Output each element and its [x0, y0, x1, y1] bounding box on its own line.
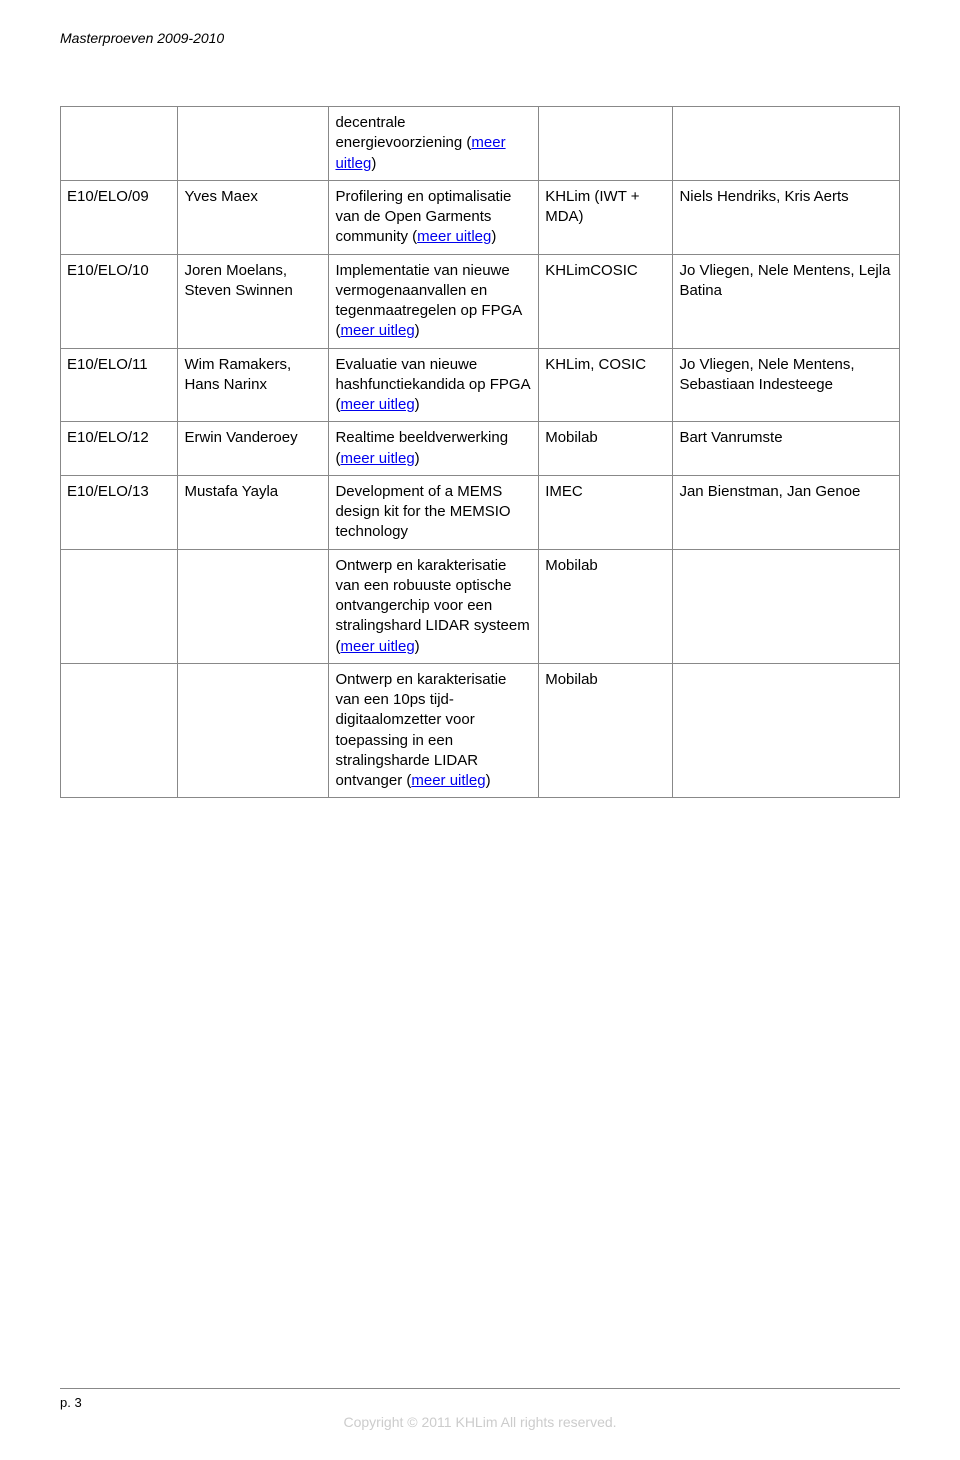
footer-divider [60, 1388, 900, 1389]
copyright-text: Copyright © 2011 KHLim All rights reserv… [60, 1414, 900, 1430]
cell-promoter [673, 107, 900, 181]
cell-code: E10/ELO/12 [61, 422, 178, 476]
page-number: p. 3 [60, 1395, 900, 1410]
cell-description: Profilering en optimalisatie van de Open… [329, 180, 539, 254]
cell-promoter [673, 663, 900, 798]
description-text: decentrale energievoorziening ( [335, 114, 471, 151]
cell-code [61, 663, 178, 798]
table-row: Ontwerp en karakterisatie van een 10ps t… [61, 663, 900, 798]
cell-partner: Mobilab [539, 422, 673, 476]
cell-student [178, 107, 329, 181]
table-row: E10/ELO/12Erwin VanderoeyRealtime beeldv… [61, 422, 900, 476]
page-footer: p. 3 Copyright © 2011 KHLim All rights r… [60, 1388, 900, 1430]
table-row: E10/ELO/13Mustafa YaylaDevelopment of a … [61, 475, 900, 549]
cell-student: Mustafa Yayla [178, 475, 329, 549]
cell-code: E10/ELO/10 [61, 254, 178, 348]
cell-description: Development of a MEMS design kit for the… [329, 475, 539, 549]
cell-description: Ontwerp en karakterisatie van een robuus… [329, 549, 539, 663]
description-text-post: ) [486, 772, 491, 789]
description-text-post: ) [415, 450, 420, 467]
cell-promoter: Jan Bienstman, Jan Genoe [673, 475, 900, 549]
description-text-post: ) [491, 228, 496, 245]
cell-partner: IMEC [539, 475, 673, 549]
cell-description: Realtime beeldverwerking (meer uitleg) [329, 422, 539, 476]
cell-partner: Mobilab [539, 663, 673, 798]
description-text-post: ) [415, 638, 420, 655]
cell-code: E10/ELO/11 [61, 348, 178, 422]
description-text-post: ) [415, 396, 420, 413]
description-text: Development of a MEMS design kit for the… [335, 483, 510, 541]
cell-partner: KHLim (IWT + MDA) [539, 180, 673, 254]
cell-partner [539, 107, 673, 181]
table-row: Ontwerp en karakterisatie van een robuus… [61, 549, 900, 663]
cell-student: Joren Moelans, Steven Swinnen [178, 254, 329, 348]
table-row: decentrale energievoorziening (meer uitl… [61, 107, 900, 181]
table-row: E10/ELO/11Wim Ramakers, Hans NarinxEvalu… [61, 348, 900, 422]
cell-student [178, 663, 329, 798]
header-title: Masterproeven 2009-2010 [60, 30, 224, 46]
meer-uitleg-link[interactable]: meer uitleg [411, 772, 485, 789]
cell-student [178, 549, 329, 663]
meer-uitleg-link[interactable]: meer uitleg [340, 396, 414, 413]
masterproeven-table: decentrale energievoorziening ( meer uitl… [60, 106, 900, 798]
meer-uitleg-link[interactable]: meer uitleg [340, 638, 414, 655]
cell-promoter: Bart Vanrumste [673, 422, 900, 476]
table-row: E10/ELO/10Joren Moelans, Steven SwinnenI… [61, 254, 900, 348]
table-row: E10/ELO/09Yves MaexProfilering en optima… [61, 180, 900, 254]
cell-description: Evaluatie van nieuwe hashfunctiekandida … [329, 348, 539, 422]
cell-code: E10/ELO/13 [61, 475, 178, 549]
cell-promoter: Jo Vliegen, Nele Mentens, Sebastiaan Ind… [673, 348, 900, 422]
cell-partner: KHLimCOSIC [539, 254, 673, 348]
cell-partner: KHLim, COSIC [539, 348, 673, 422]
cell-description: decentrale energievoorziening (meer uitl… [329, 107, 539, 181]
page-header: Masterproeven 2009-2010 [60, 30, 900, 46]
cell-code [61, 549, 178, 663]
description-text-post: ) [415, 322, 420, 339]
cell-description: Ontwerp en karakterisatie van een 10ps t… [329, 663, 539, 798]
cell-code [61, 107, 178, 181]
cell-promoter: Niels Hendriks, Kris Aerts [673, 180, 900, 254]
cell-description: Implementatie van nieuwe vermogenaanvall… [329, 254, 539, 348]
cell-student: Yves Maex [178, 180, 329, 254]
meer-uitleg-link[interactable]: meer uitleg [340, 450, 414, 467]
cell-code: E10/ELO/09 [61, 180, 178, 254]
cell-promoter [673, 549, 900, 663]
cell-partner: Mobilab [539, 549, 673, 663]
cell-student: Wim Ramakers, Hans Narinx [178, 348, 329, 422]
description-text-post: ) [371, 155, 376, 172]
meer-uitleg-link[interactable]: meer uitleg [340, 322, 414, 339]
meer-uitleg-link[interactable]: meer uitleg [417, 228, 491, 245]
cell-promoter: Jo Vliegen, Nele Mentens, Lejla Batina [673, 254, 900, 348]
cell-student: Erwin Vanderoey [178, 422, 329, 476]
